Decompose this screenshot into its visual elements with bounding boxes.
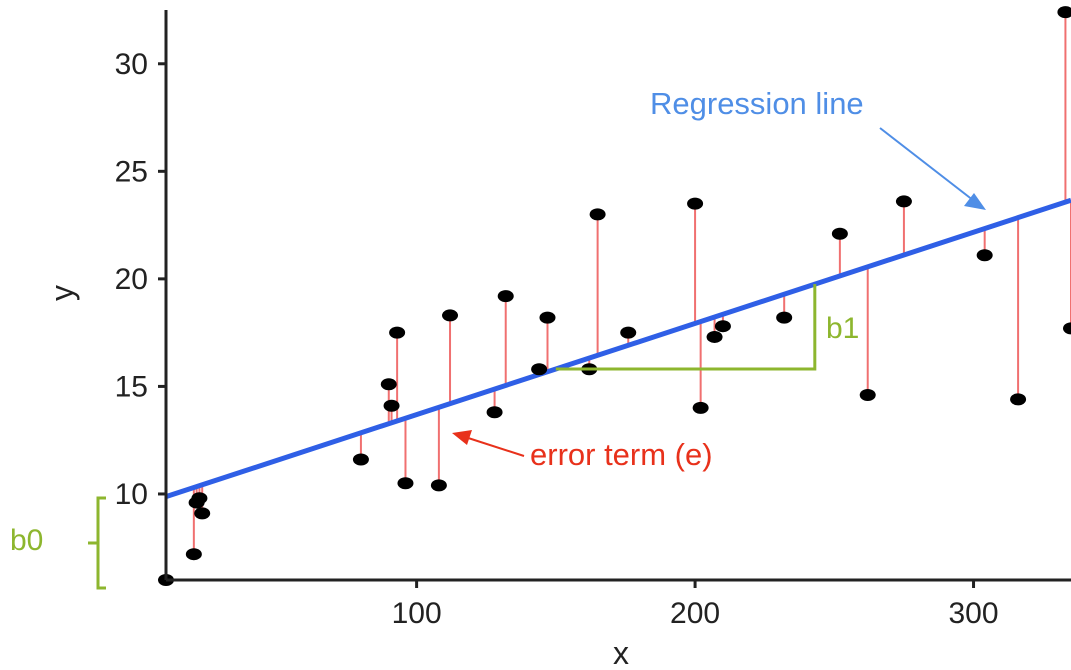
data-point	[1010, 393, 1027, 406]
data-point	[620, 326, 637, 339]
x-axis-ticks: 100 200 300	[392, 580, 999, 630]
data-point	[352, 453, 369, 466]
x-tick-label: 300	[949, 597, 999, 630]
data-point	[194, 507, 211, 520]
data-point	[1063, 322, 1071, 335]
data-point	[776, 311, 793, 324]
x-axis-title: x	[613, 635, 629, 670]
data-point	[442, 309, 459, 322]
regression-arrow	[879, 127, 979, 205]
regression-line	[165, 197, 1071, 500]
data-point	[397, 477, 414, 490]
residual-lines	[165, 12, 1071, 580]
data-point	[692, 401, 709, 414]
y-tick-label: 15	[115, 370, 148, 403]
error-term-arrow-head	[452, 430, 472, 445]
data-point	[687, 197, 704, 210]
data-point	[859, 389, 876, 402]
data-points	[158, 6, 1071, 586]
data-point	[389, 326, 406, 339]
data-point	[976, 249, 993, 262]
y-tick-label: 20	[115, 263, 148, 296]
error-term-arrow	[461, 435, 525, 457]
data-point	[185, 548, 202, 561]
data-point	[531, 363, 548, 376]
intercept-label: b0	[10, 524, 43, 557]
data-point	[539, 311, 556, 324]
y-axis-title: y	[44, 285, 80, 301]
regression-line-label: Regression line	[650, 86, 864, 121]
data-point	[714, 320, 731, 333]
regression-arrow-head	[964, 193, 986, 210]
data-point	[589, 208, 606, 221]
slope-bracket	[555, 284, 817, 371]
data-point	[430, 479, 447, 492]
data-point	[706, 330, 723, 343]
data-point	[1057, 6, 1071, 19]
data-point	[191, 492, 208, 505]
x-tick-label: 100	[392, 597, 442, 630]
data-point	[831, 227, 848, 240]
data-point	[380, 378, 397, 391]
y-tick-label: 10	[115, 478, 148, 511]
data-point	[497, 290, 514, 303]
data-point	[486, 406, 503, 419]
y-axis-ticks: 10 15 20 25 30	[115, 48, 166, 511]
x-tick-label: 200	[670, 597, 720, 630]
data-point	[383, 399, 400, 412]
slope-label: b1	[826, 312, 859, 345]
error-term-label: error term (e)	[530, 437, 713, 472]
y-tick-label: 30	[115, 48, 148, 81]
data-point	[895, 195, 912, 208]
y-tick-label: 25	[115, 155, 148, 188]
intercept-bracket	[88, 496, 106, 590]
